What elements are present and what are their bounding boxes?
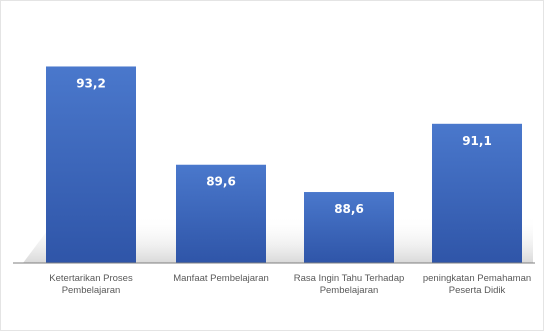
bar-value-label-3: 88,6: [334, 202, 364, 216]
category-label-2: Manfaat Pembelajaran: [173, 273, 269, 284]
category-label-1: Ketertarikan Proses Pembelajaran: [49, 273, 133, 296]
bar-3: [304, 192, 394, 263]
category-label-3: Rasa Ingin Tahu Terhadap Pembelajaran: [293, 273, 405, 296]
bar-4: [432, 123, 522, 263]
bar-2: [176, 164, 266, 263]
category-label-4: peningkatan Pemahaman Peserta Didik: [422, 273, 532, 296]
bar-1: [46, 66, 136, 263]
bar-value-label-4: 91,1: [462, 134, 492, 148]
bar-value-label-2: 89,6: [206, 175, 236, 189]
chart-floor: [23, 215, 533, 263]
bar-value-label-1: 93,2: [76, 76, 106, 90]
